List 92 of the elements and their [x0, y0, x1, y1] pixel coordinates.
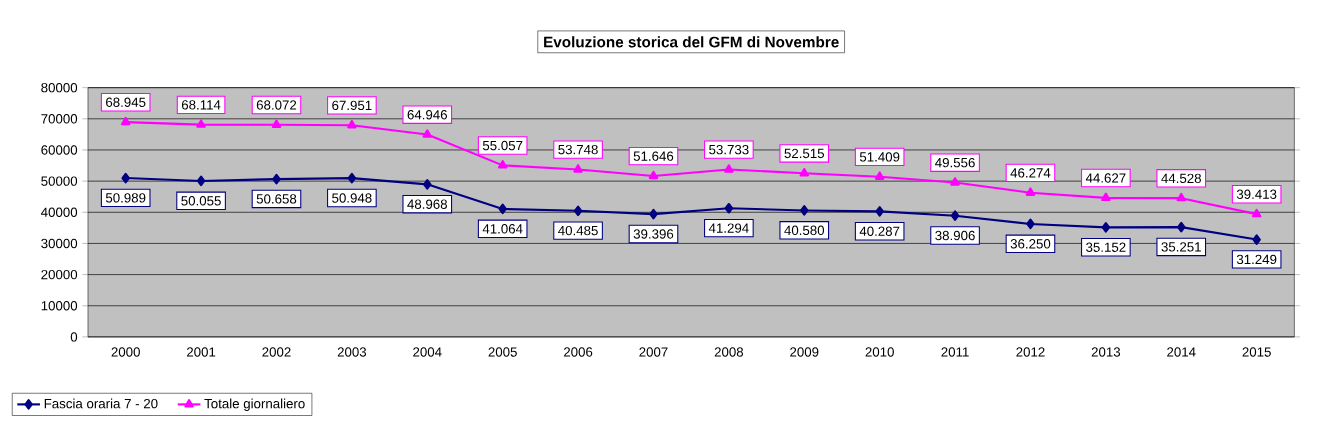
- data-label: 52.515: [784, 148, 825, 159]
- point: [874, 171, 885, 180]
- point: [196, 175, 206, 187]
- data-label: 35.152: [1086, 242, 1126, 252]
- data-label: 50.989: [105, 193, 146, 203]
- data-label: 31.249: [1236, 254, 1277, 265]
- point: [648, 170, 659, 180]
- point: [423, 179, 432, 190]
- point: [800, 205, 809, 216]
- legend-label: Totale giornaliero: [204, 398, 305, 411]
- point: [950, 177, 960, 186]
- point: [272, 173, 281, 185]
- data-label: 39.396: [633, 229, 674, 239]
- x-tick-label: 2006: [563, 347, 593, 357]
- y-tick-label: 10000: [41, 301, 78, 311]
- y-tick-label: 50000: [41, 176, 78, 186]
- point: [649, 208, 658, 220]
- x-tick-label: 2003: [337, 347, 367, 357]
- y-tick-label: 40000: [41, 207, 78, 218]
- point: [271, 119, 282, 129]
- data-label: 40.485: [558, 225, 598, 236]
- data-label: 49.556: [935, 158, 975, 168]
- y-tick-label: 80000: [41, 83, 78, 93]
- x-tick-label: 2013: [1091, 347, 1121, 357]
- x-tick-label: 2002: [262, 347, 291, 357]
- point: [1025, 187, 1036, 196]
- data-label: 68.072: [256, 100, 297, 110]
- x-tick-label: 2011: [941, 347, 969, 357]
- point: [120, 116, 131, 126]
- data-label: 51.409: [859, 152, 900, 162]
- point: [724, 164, 734, 173]
- point: [1026, 218, 1035, 230]
- point: [1251, 208, 1262, 218]
- x-tick-label: 2014: [1167, 347, 1196, 357]
- point: [573, 164, 583, 173]
- data-label: 35.251: [1161, 242, 1201, 252]
- point: [422, 129, 433, 138]
- point: [1101, 222, 1111, 233]
- data-label: 40.287: [859, 226, 900, 236]
- data-label: 41.064: [482, 224, 523, 234]
- point: [1176, 192, 1186, 202]
- data-label: 38.906: [935, 230, 975, 241]
- y-tick-label: 20000: [41, 269, 78, 280]
- data-label: 41.294: [708, 223, 749, 233]
- x-tick-label: 2010: [865, 347, 894, 357]
- data-label: 55.057: [482, 140, 523, 151]
- point: [121, 172, 130, 184]
- legend-label: Fascia oraria 7 - 20: [44, 398, 158, 409]
- point: [1177, 221, 1186, 233]
- y-tick-label: 0: [70, 332, 78, 342]
- point: [573, 205, 583, 217]
- chart-title: Evoluzione storica del GFM di Novembre: [544, 36, 839, 48]
- data-label: 50.948: [332, 193, 372, 203]
- x-tick-label: 2005: [488, 347, 517, 357]
- point: [799, 168, 810, 177]
- x-tick-label: 2001: [186, 347, 216, 357]
- data-label: 53.748: [558, 144, 598, 155]
- x-tick-label: 2007: [639, 347, 668, 357]
- data-label: 46.274: [1010, 168, 1051, 178]
- point: [196, 119, 206, 128]
- data-label: 39.413: [1236, 189, 1277, 200]
- data-label: 68.945: [106, 97, 146, 107]
- x-tick-label: 2004: [413, 347, 442, 357]
- data-label: 44.528: [1161, 173, 1201, 184]
- data-label: 53.733: [709, 145, 749, 155]
- y-tick-label: 60000: [41, 145, 78, 155]
- point: [498, 203, 507, 215]
- data-label: 48.968: [407, 199, 447, 209]
- data-label: 36.250: [1010, 239, 1051, 249]
- data-label: 50.658: [256, 194, 297, 204]
- data-label: 64.946: [407, 110, 447, 120]
- point: [1252, 234, 1261, 245]
- point: [950, 210, 960, 222]
- data-label: 68.114: [181, 100, 221, 110]
- y-tick-label: 70000: [41, 114, 78, 124]
- point: [875, 206, 884, 217]
- x-tick-label: 2000: [111, 347, 140, 357]
- point: [347, 119, 357, 129]
- data-label: 44.627: [1085, 173, 1126, 183]
- x-tick-label: 2015: [1242, 347, 1271, 357]
- data-label: 51.646: [633, 151, 674, 161]
- data-label: 40.580: [784, 225, 825, 236]
- point: [724, 202, 734, 214]
- point: [1101, 192, 1111, 202]
- y-tick-label: 30000: [41, 238, 78, 249]
- data-label: 50.055: [181, 196, 221, 206]
- point: [497, 160, 508, 169]
- x-tick-label: 2008: [714, 347, 744, 357]
- x-tick-label: 2009: [790, 347, 819, 357]
- point: [347, 172, 357, 184]
- x-tick-label: 2012: [1016, 347, 1045, 357]
- data-label: 67.951: [332, 100, 372, 111]
